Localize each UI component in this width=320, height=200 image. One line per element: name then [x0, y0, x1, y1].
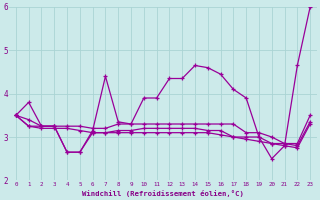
- X-axis label: Windchill (Refroidissement éolien,°C): Windchill (Refroidissement éolien,°C): [82, 190, 244, 197]
